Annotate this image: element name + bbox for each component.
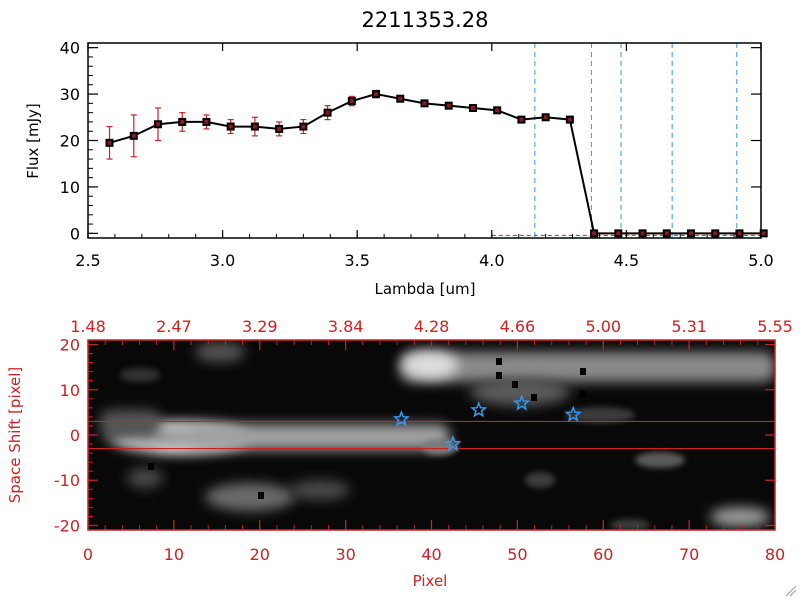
bot-top-xtick-label-8: 5.55 bbox=[757, 317, 793, 336]
data-point-core-11 bbox=[374, 92, 379, 97]
bot-ytick-label-1: -10 bbox=[54, 471, 80, 490]
data-point-core-19 bbox=[567, 117, 572, 122]
data-point-core-23 bbox=[664, 231, 669, 236]
heatmap-image bbox=[88, 340, 775, 530]
star-marker-0 bbox=[392, 410, 411, 427]
bot-xtick-label-4: 40 bbox=[421, 545, 441, 564]
bot-ytick-label-0: -20 bbox=[54, 516, 80, 535]
spectrum-panel: 2.5 3.0 3.5 4.0 4.5 5.0 0 10 20 30 40 Lambda [um]… bbox=[24, 39, 774, 298]
data-point-core-9 bbox=[325, 110, 330, 115]
data-point-core-17 bbox=[519, 117, 524, 122]
data-point-core-2 bbox=[155, 122, 160, 127]
bot-top-xtick-label-2: 3.29 bbox=[242, 317, 278, 336]
top-ytick-label-4: 40 bbox=[60, 39, 80, 58]
data-point-core-24 bbox=[689, 231, 694, 236]
data-point-core-3 bbox=[180, 119, 185, 124]
data-point-core-18 bbox=[543, 115, 548, 120]
bot-top-xtick-label-3: 3.84 bbox=[328, 317, 364, 336]
bot-top-xtick-label-1: 2.47 bbox=[156, 317, 192, 336]
resize-grip-icon[interactable] bbox=[785, 585, 797, 597]
top-xtick-label-5: 5.0 bbox=[748, 251, 773, 270]
bot-top-xtick-label-5: 4.66 bbox=[500, 317, 536, 336]
top-ytick-label-1: 10 bbox=[60, 178, 80, 197]
data-point-core-7 bbox=[277, 126, 282, 131]
bot-ytick-label-2: 0 bbox=[70, 426, 80, 445]
bot-xtick-label-6: 60 bbox=[593, 545, 613, 564]
top-xtick-label-2: 3.5 bbox=[344, 251, 369, 270]
flux-markers bbox=[105, 90, 768, 238]
top-ytick-label-2: 20 bbox=[60, 132, 80, 151]
bot-ytick-label-4: 20 bbox=[60, 336, 80, 355]
data-point-core-16 bbox=[495, 108, 500, 113]
star-marker-3 bbox=[513, 394, 531, 411]
data-point-core-21 bbox=[616, 231, 621, 236]
data-point-core-25 bbox=[713, 231, 718, 236]
top-y-axis-label: Flux [mJy] bbox=[24, 103, 42, 179]
bottom-y-ticks: -20 -10 0 10 20 bbox=[54, 336, 775, 535]
spatial-panel: 0 10 20 30 40 50 60 70 80 1.48 2.47 3.29 3.84 4.28 4.… bbox=[6, 317, 793, 590]
bot-xtick-label-0: 0 bbox=[83, 545, 93, 564]
top-y-ticks: 0 10 20 30 40 bbox=[60, 39, 761, 243]
star-marker-4 bbox=[564, 405, 582, 423]
bot-top-xtick-label-0: 1.48 bbox=[70, 317, 106, 336]
top-xtick-label-0: 2.5 bbox=[75, 251, 100, 270]
top-x-axis-label: Lambda [um] bbox=[375, 280, 476, 298]
data-point-core-8 bbox=[301, 124, 306, 129]
data-point-core-0 bbox=[107, 140, 112, 145]
chart-title: 2211353.28 bbox=[362, 8, 489, 32]
data-point-core-26 bbox=[737, 231, 742, 236]
bot-xtick-label-1: 10 bbox=[164, 545, 184, 564]
flux-line bbox=[109, 93, 764, 235]
data-point-core-6 bbox=[252, 124, 257, 129]
data-point-core-13 bbox=[422, 101, 427, 106]
data-point-core-27 bbox=[761, 231, 766, 236]
star-markers bbox=[392, 394, 582, 452]
bot-top-xtick-label-4: 4.28 bbox=[414, 317, 450, 336]
top-xtick-label-1: 3.0 bbox=[210, 251, 235, 270]
bottom-top-x-ticks: 1.48 2.47 3.29 3.84 4.28 4.66 5.00 5.31 5.55 bbox=[70, 317, 793, 350]
top-xtick-label-4: 4.5 bbox=[614, 251, 639, 270]
top-ytick-label-3: 30 bbox=[60, 85, 80, 104]
bot-top-xtick-label-7: 5.31 bbox=[671, 317, 707, 336]
data-point-core-10 bbox=[349, 99, 354, 104]
bot-top-xtick-label-6: 5.00 bbox=[585, 317, 621, 336]
vertical-dashed-lines bbox=[491, 43, 761, 238]
top-ytick-label-0: 0 bbox=[70, 224, 80, 243]
bottom-y-axis-label: Space Shift [pixel] bbox=[6, 367, 24, 504]
data-point-core-4 bbox=[204, 119, 209, 124]
data-point-core-12 bbox=[398, 96, 403, 101]
bot-ytick-label-3: 10 bbox=[60, 381, 80, 400]
bot-xtick-label-5: 50 bbox=[507, 545, 527, 564]
top-x-ticks: 2.5 3.0 3.5 4.0 4.5 5.0 bbox=[75, 43, 774, 270]
bot-xtick-label-2: 20 bbox=[250, 545, 270, 564]
data-point-core-5 bbox=[228, 124, 233, 129]
bottom-x-ticks: 0 10 20 30 40 50 60 70 80 bbox=[83, 520, 785, 564]
data-point-core-20 bbox=[592, 231, 597, 236]
bot-xtick-label-3: 30 bbox=[335, 545, 355, 564]
top-xtick-label-3: 4.0 bbox=[479, 251, 504, 270]
bot-xtick-label-8: 80 bbox=[765, 545, 785, 564]
data-point-core-22 bbox=[640, 231, 645, 236]
data-point-core-1 bbox=[131, 133, 136, 138]
data-point-core-14 bbox=[446, 103, 451, 108]
top-plot-frame bbox=[87, 42, 762, 239]
bot-xtick-label-7: 70 bbox=[679, 545, 699, 564]
error-bars bbox=[106, 89, 573, 160]
bottom-x-axis-label: Pixel bbox=[413, 572, 448, 590]
star-marker-2 bbox=[470, 400, 488, 418]
horizontal-red-lines bbox=[88, 420, 775, 450]
star-marker-1 bbox=[444, 434, 462, 452]
data-point-core-15 bbox=[470, 106, 475, 110]
